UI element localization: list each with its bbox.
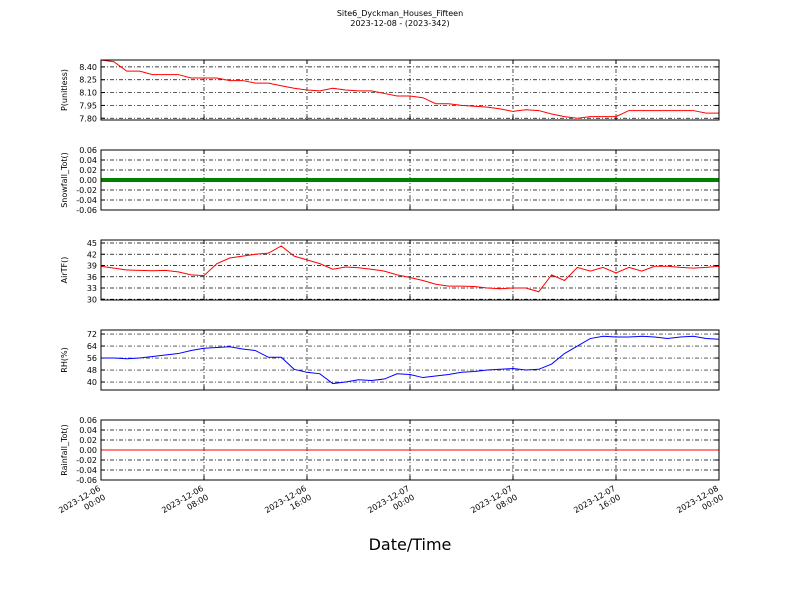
y-axis-label: P(unitless) xyxy=(60,69,69,111)
axes-frame xyxy=(100,149,720,211)
y-tick-label: 30 xyxy=(87,295,97,304)
x-tick-label: 2023-12-0716:00 xyxy=(572,484,622,524)
y-tick-label: 0.00 xyxy=(79,176,97,185)
y-tick-label: 0.02 xyxy=(79,436,97,445)
x-tick-label: 2023-12-0700:00 xyxy=(366,484,416,524)
y-tick-label: 0.06 xyxy=(79,146,97,155)
y-tick-label: -0.06 xyxy=(76,206,97,215)
y-tick-label: 72 xyxy=(87,330,97,339)
y-tick-label: 8.10 xyxy=(79,89,97,98)
x-axis-label: Date/Time xyxy=(369,535,452,554)
y-tick-label: 0.00 xyxy=(79,446,97,455)
y-axis-label: AirTF() xyxy=(60,257,69,284)
data-line xyxy=(100,245,720,293)
y-tick-label: 36 xyxy=(87,273,97,282)
x-tick-label: 2023-12-0800:00 xyxy=(675,484,725,524)
y-tick-label: -0.04 xyxy=(76,466,97,475)
axes-frame xyxy=(100,239,720,301)
axes-frame xyxy=(100,329,720,391)
y-tick-label: 42 xyxy=(87,250,97,259)
y-tick-label: -0.02 xyxy=(76,456,97,465)
data-line xyxy=(100,59,719,119)
y-tick-label: 48 xyxy=(87,366,97,375)
axes-frame xyxy=(100,419,720,481)
y-tick-label: 7.95 xyxy=(79,101,97,110)
y-tick-label: 0.04 xyxy=(79,156,97,165)
y-tick-label: 0.04 xyxy=(79,426,97,435)
y-tick-label: 56 xyxy=(87,354,97,363)
x-tick-label: 2023-12-0616:00 xyxy=(263,484,313,524)
chart-subtitle: 2023-12-08 - (2023-342) xyxy=(350,19,449,28)
y-tick-label: 8.40 xyxy=(79,63,97,72)
y-axis-label: RH(%) xyxy=(60,347,69,372)
y-tick-label: 64 xyxy=(87,342,97,351)
data-line xyxy=(101,335,720,385)
x-tick-label: 2023-12-0608:00 xyxy=(160,484,210,524)
x-tick-label: 2023-12-0600:00 xyxy=(57,484,107,524)
y-tick-label: -0.04 xyxy=(76,196,97,205)
y-tick-label: 0.06 xyxy=(79,416,97,425)
axes-frame xyxy=(100,59,720,121)
y-tick-label: 39 xyxy=(87,262,97,271)
y-tick-label: 8.25 xyxy=(79,76,97,85)
y-tick-label: 45 xyxy=(87,239,97,248)
y-tick-label: 33 xyxy=(87,284,97,293)
y-tick-label: -0.06 xyxy=(76,476,97,485)
y-axis-label: Snowfall_Tot() xyxy=(60,152,69,208)
y-tick-label: 0.02 xyxy=(79,166,97,175)
y-tick-label: -0.02 xyxy=(76,186,97,195)
chart-title: Site6_Dyckman_Houses_Fifteen xyxy=(337,9,463,18)
y-tick-label: 7.80 xyxy=(79,114,97,123)
x-tick-label: 2023-12-0708:00 xyxy=(469,484,519,524)
y-axis-label: Rainfall_Tot() xyxy=(60,424,69,476)
y-tick-label: 40 xyxy=(87,378,97,387)
